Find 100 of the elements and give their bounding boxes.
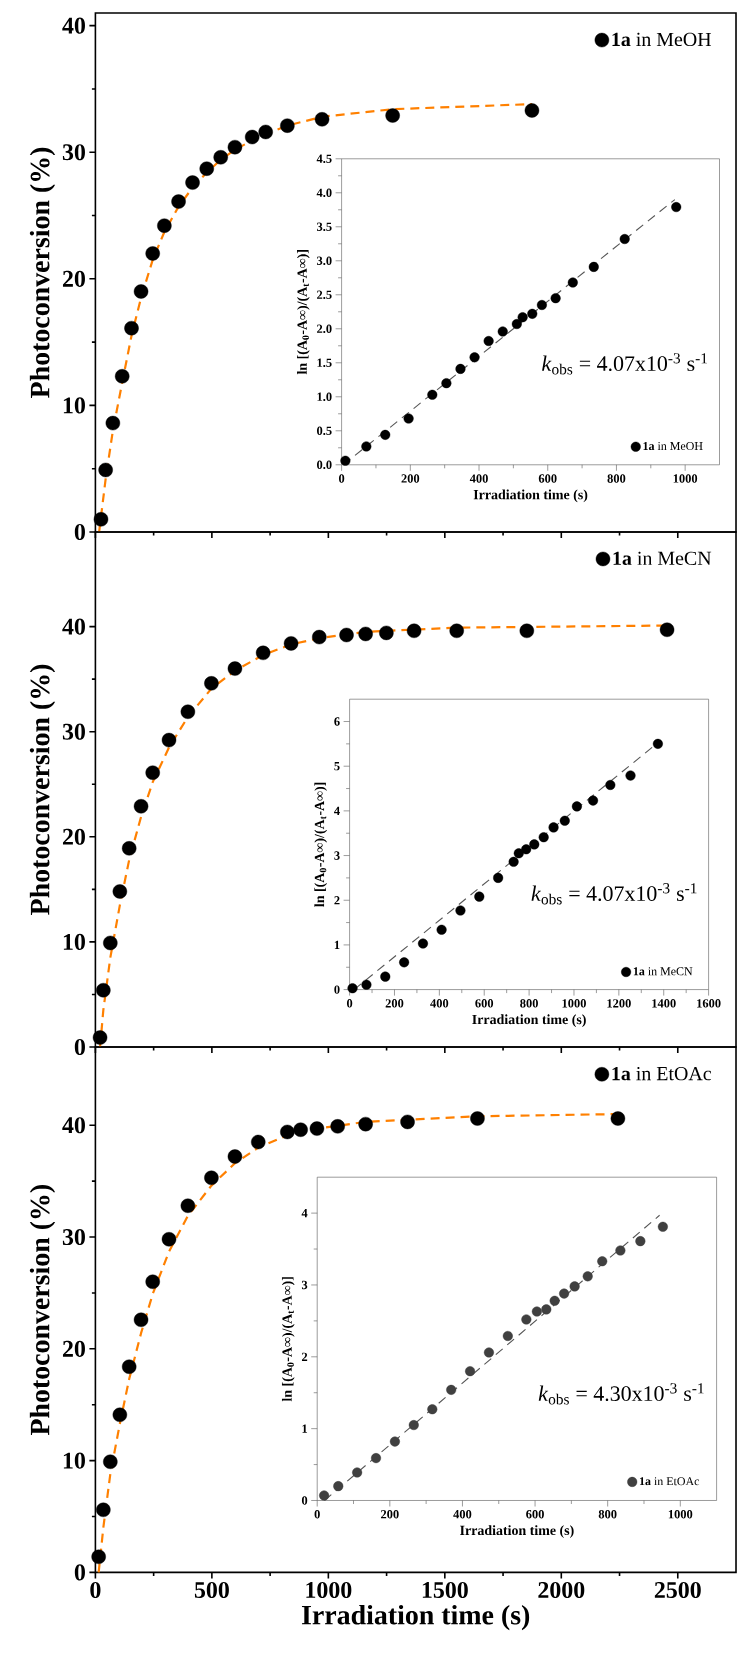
point (93, 512, 109, 527)
point (180, 704, 196, 719)
point (605, 779, 616, 790)
point (610, 1111, 626, 1126)
point (559, 1288, 570, 1299)
y-axis-title: Photoconversion (%) (29, 147, 56, 398)
y-tick-label: 5 (334, 762, 340, 771)
annotation: k$_{obs}$ = 4.07x10$^{-3}$ s$^{-1}$ (542, 353, 708, 375)
point (161, 732, 177, 748)
point (521, 844, 532, 855)
point (171, 194, 186, 209)
x-axis-title: Irradiation time (s) (473, 489, 588, 503)
point (371, 1453, 382, 1464)
point (469, 352, 480, 363)
x-tick-label: 200 (401, 474, 420, 483)
point (625, 770, 636, 781)
x-tick-label: 2500 (654, 1581, 701, 1599)
y-axis-title: ln [(A$_{0}$-A∞)/(A$_{t}$-A∞)] (281, 1277, 295, 1402)
y-tick-label: 30 (62, 723, 85, 740)
y-tick-label: 40 (62, 618, 85, 635)
y-tick-label: 0.0 (316, 460, 332, 470)
x-tick-label: 1600 (697, 999, 721, 1008)
point (519, 623, 535, 638)
legend-label: 1a in EtOAc (639, 1477, 700, 1486)
y-tick-label: 40 (62, 17, 85, 34)
legend-label: 1a in EtOAc (612, 1066, 712, 1081)
point (538, 832, 549, 843)
y-tick-label: 2 (301, 1352, 308, 1361)
point (312, 629, 327, 645)
point (98, 462, 113, 478)
y-axis-title: ln [(A$_{0}$-A∞)/(A$_{t}$-A∞)] (297, 250, 310, 375)
x-tick-label: 0 (90, 1581, 101, 1599)
point (652, 738, 663, 749)
point (436, 924, 447, 935)
point (657, 1221, 668, 1232)
y-tick-label: 3.0 (316, 256, 332, 266)
point (427, 389, 438, 400)
point (497, 326, 508, 337)
y-tick-label: 10 (63, 397, 85, 414)
point (483, 336, 494, 347)
point (280, 1124, 295, 1140)
point (283, 636, 299, 651)
x-axis-title: Irradiation time (s) (460, 1525, 574, 1538)
point (145, 1274, 160, 1289)
point (251, 1134, 266, 1150)
point (227, 661, 243, 676)
point (549, 1295, 560, 1306)
x-axis-title: Irradiation time (s) (472, 1014, 586, 1027)
point (358, 1116, 373, 1132)
point (105, 415, 121, 431)
x-axis-title: Irradiation time (s) (301, 1604, 530, 1631)
point (569, 1281, 580, 1292)
y-tick-label: 30 (62, 1228, 85, 1246)
point (347, 983, 358, 994)
point (227, 139, 243, 155)
point (133, 1312, 149, 1327)
point (361, 979, 372, 990)
point (527, 308, 538, 319)
x-tick-label: 200 (385, 999, 404, 1008)
point (493, 872, 504, 883)
point (671, 202, 682, 213)
y-tick-label: 4.5 (316, 154, 332, 163)
x-tick-label: 800 (598, 1510, 617, 1519)
point (91, 1549, 106, 1564)
point (619, 234, 630, 245)
x-tick-label: 200 (381, 1510, 399, 1519)
point (112, 884, 128, 899)
point (417, 938, 428, 949)
y-tick-label: 20 (62, 270, 85, 287)
point (244, 129, 260, 145)
point (319, 1490, 330, 1501)
x-tick-label: 0 (346, 999, 353, 1008)
point (352, 1467, 363, 1478)
point (112, 1407, 128, 1422)
y-tick-label: 10 (63, 933, 85, 950)
x-tick-label: 1200 (607, 999, 631, 1008)
y-tick-label: 1.5 (317, 358, 332, 367)
point (559, 815, 570, 826)
point (121, 841, 137, 856)
point (103, 935, 118, 951)
legend-label: 1a in MeCN (633, 967, 693, 976)
y-tick-label: 2.5 (317, 290, 332, 299)
point (521, 1314, 532, 1325)
point (314, 112, 330, 127)
y-tick-label: 0 (74, 1564, 85, 1581)
point (389, 1436, 400, 1447)
point (255, 645, 271, 661)
point (474, 891, 485, 902)
x-tick-label: 600 (475, 999, 494, 1008)
x-tick-label: 500 (194, 1581, 229, 1599)
point (379, 625, 394, 641)
point (339, 627, 354, 643)
point (427, 1404, 438, 1415)
point (380, 971, 391, 982)
point (571, 801, 582, 812)
point (541, 1304, 552, 1315)
point (465, 1366, 476, 1377)
point (588, 261, 599, 272)
point (199, 161, 214, 176)
point (529, 839, 540, 850)
